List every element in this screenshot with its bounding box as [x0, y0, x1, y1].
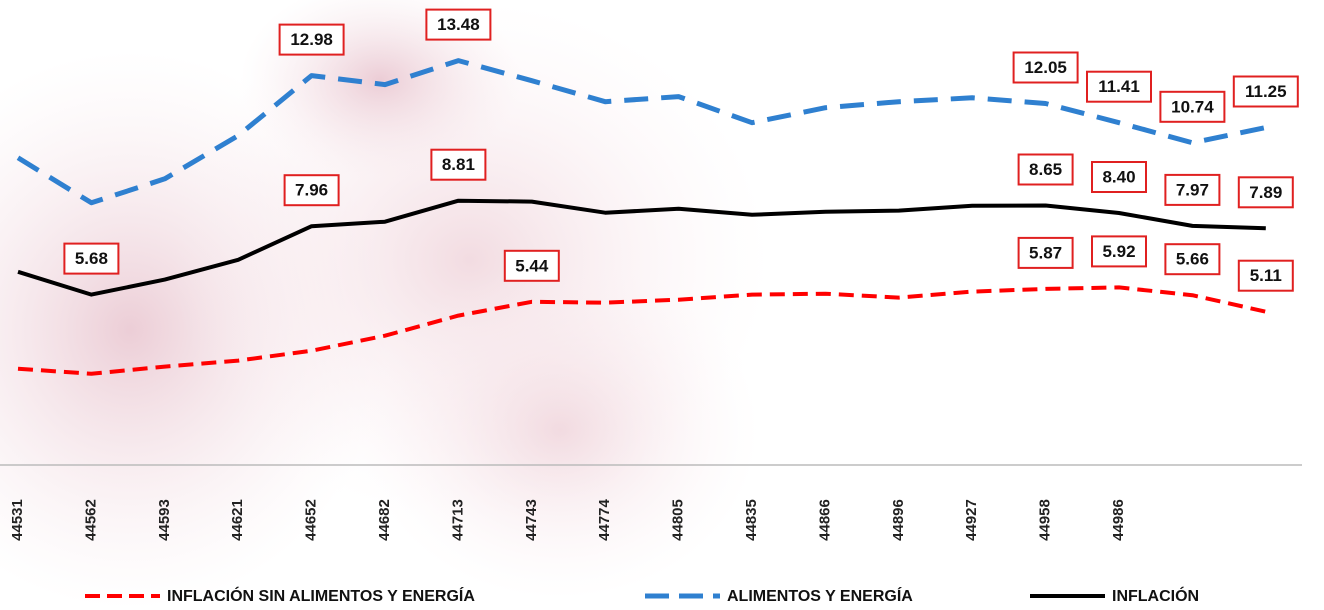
data-label: 5.66 — [1176, 250, 1209, 269]
data-label: 7.97 — [1176, 180, 1209, 199]
data-label-box — [430, 148, 487, 181]
data-label: 12.98 — [290, 30, 333, 49]
data-label-box — [63, 242, 120, 275]
x-tick-label: 44805 — [670, 499, 687, 541]
x-tick-label: 44896 — [890, 499, 907, 541]
series-line — [16, 58, 1267, 206]
data-label: 5.11 — [1250, 266, 1282, 285]
data-label: 5.44 — [515, 256, 549, 275]
data-label: 5.68 — [75, 249, 108, 268]
legend-label: INFLACIÓN — [1112, 586, 1199, 605]
data-label-box — [503, 249, 560, 282]
x-tick-label: 44958 — [1037, 499, 1054, 541]
data-label: 7.89 — [1249, 183, 1282, 202]
data-label-box — [425, 8, 492, 41]
data-label: 13.48 — [437, 15, 480, 34]
data-label: 8.40 — [1102, 167, 1135, 186]
data-label-box — [1159, 90, 1226, 123]
x-tick-label: 44713 — [449, 499, 466, 541]
x-tick-label: 44835 — [743, 499, 760, 541]
x-tick-label: 44621 — [229, 499, 246, 541]
data-label: 11.41 — [1098, 77, 1140, 96]
data-label: 12.05 — [1024, 58, 1067, 77]
x-tick-label: 44866 — [816, 499, 833, 541]
x-tick-label: 44593 — [156, 499, 173, 541]
data-label-box — [1237, 176, 1294, 209]
x-tick-label: 44986 — [1110, 499, 1127, 541]
data-label: 10.74 — [1171, 97, 1214, 116]
data-label: 5.92 — [1102, 242, 1135, 261]
data-label-box — [1164, 173, 1221, 206]
data-label-box — [1012, 51, 1079, 84]
x-tick-label: 44774 — [596, 498, 613, 540]
data-label: 8.81 — [442, 155, 475, 174]
x-tick-label: 44652 — [303, 499, 320, 541]
data-label-box — [1017, 236, 1074, 269]
data-label-box — [278, 23, 345, 56]
x-tick-label: 44682 — [376, 499, 393, 541]
legend-label: INFLACIÓN SIN ALIMENTOS Y ENERGÍA — [167, 586, 475, 605]
data-label-box — [1091, 235, 1147, 268]
data-label-box — [1091, 161, 1147, 193]
data-label: 5.87 — [1029, 243, 1062, 262]
data-label: 8.65 — [1029, 160, 1062, 179]
data-label-box — [1086, 70, 1152, 103]
x-tick-label: 44743 — [523, 499, 540, 541]
legend-label: ALIMENTOS Y ENERGÍA — [727, 586, 913, 605]
x-tick-label: 44927 — [963, 499, 980, 541]
data-label: 7.96 — [295, 181, 328, 200]
data-label-box — [1164, 243, 1221, 276]
series-line — [17, 198, 1266, 297]
data-label-box — [1017, 153, 1074, 186]
data-label-box — [1237, 259, 1294, 292]
x-tick-label: 44531 — [9, 499, 26, 541]
data-label-box — [1232, 75, 1299, 108]
data-label: 11.25 — [1245, 82, 1287, 101]
data-label-box — [283, 174, 340, 207]
series-line — [17, 285, 1267, 376]
x-tick-label: 44562 — [82, 499, 99, 541]
